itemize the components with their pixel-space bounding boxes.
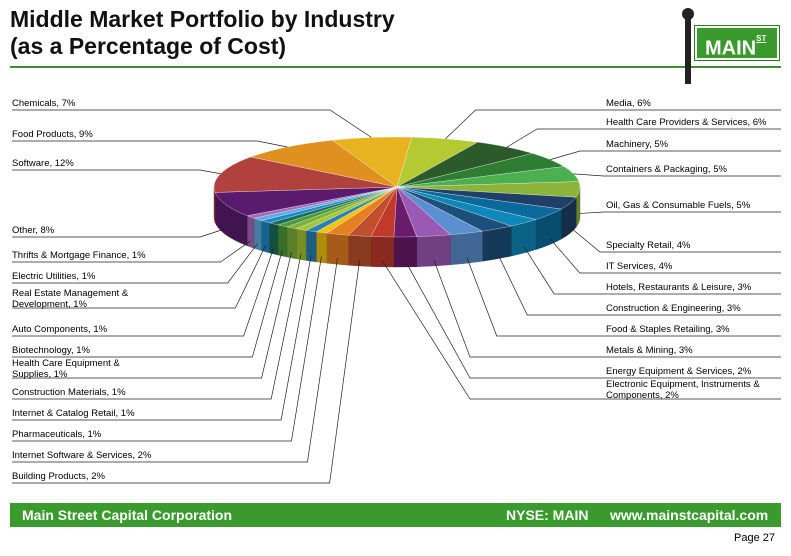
slice-label-4: Oil, Gas & Consumable Fuels, 5% — [606, 200, 751, 211]
leader-line-14 — [12, 258, 338, 463]
slice-label-8: Construction & Engineering, 3% — [606, 303, 741, 314]
slice-label-22: Electric Utilities, 1% — [12, 271, 96, 282]
slice-label-6: IT Services, 4% — [606, 261, 673, 272]
slice-label-20: Auto Components, 1% — [12, 324, 108, 335]
leader-line-24 — [12, 228, 226, 238]
slice-label-5: Specialty Retail, 4% — [606, 240, 691, 251]
title-line-1: Middle Market Portfolio by Industry — [10, 6, 395, 32]
slice-label-11: Energy Equipment & Services, 2% — [606, 366, 752, 377]
page-number: Page 27 — [734, 532, 775, 544]
leader-line-3 — [573, 173, 781, 177]
slice-label-1: Health Care Providers & Services, 6% — [606, 117, 767, 128]
pie-slice-24 — [214, 186, 398, 216]
leader-line-22 — [12, 243, 258, 284]
slice-label-line: Electronic Equipment, Instruments & — [606, 379, 760, 390]
pie-sides — [213, 186, 581, 268]
main-street-logo: MAINST — [678, 8, 783, 84]
sign-pole-cap — [682, 8, 694, 20]
industry-pie-chart: Media, 6% Health Care Providers & Service… — [12, 98, 781, 484]
leader-line-6 — [549, 238, 781, 274]
slice-label-27: Chemicals, 7% — [12, 98, 76, 109]
slice-label-18: Health Care Equipment & Supplies, 1% — [12, 358, 120, 380]
leader-line-10 — [433, 259, 781, 358]
title-line-2: (as a Percentage of Cost) — [10, 33, 287, 59]
leader-line-23 — [12, 240, 251, 263]
slice-label-0: Media, 6% — [606, 98, 651, 109]
slice-label-25: Software, 12% — [12, 158, 74, 169]
sign-pole — [685, 14, 691, 84]
pie-side-23 — [246, 215, 255, 249]
pie-labels: Media, 6% Health Care Providers & Service… — [12, 98, 781, 484]
pie-side-12 — [370, 236, 395, 268]
pie-side-22 — [253, 217, 262, 251]
leader-line-12 — [382, 260, 781, 400]
pie-side-20 — [269, 222, 279, 256]
leader-line-27 — [12, 109, 372, 138]
leader-line-18 — [12, 251, 292, 379]
pie-slice-25 — [213, 156, 398, 193]
pie-side-10 — [416, 234, 451, 267]
slice-label-14: Internet Software & Services, 2% — [12, 450, 152, 461]
slice-label-23: Thrifts & Mortgage Finance, 1% — [12, 250, 146, 261]
street-sign: MAINST — [695, 26, 779, 60]
leader-line-20 — [12, 247, 274, 337]
leader-line-26 — [12, 140, 288, 148]
slice-label-9: Food & Staples Retailing, 3% — [606, 324, 730, 335]
footer-company: Main Street Capital Corporation — [22, 507, 233, 523]
pie-side-11 — [393, 236, 418, 268]
pie-side-17 — [296, 228, 307, 261]
pie-side-21 — [261, 220, 270, 254]
pie-side-8 — [482, 225, 512, 262]
leader-line-17 — [12, 253, 302, 400]
leader-line-13 — [12, 259, 360, 484]
slice-label-12: Electronic Equipment, Instruments & Compo… — [606, 379, 760, 401]
pie-side-9 — [450, 230, 483, 266]
slice-label-line: Health Care Equipment & — [12, 358, 120, 369]
title-divider — [10, 66, 781, 68]
logo-text: MAIN — [705, 37, 757, 60]
pie-side-19 — [277, 224, 288, 258]
leader-line-19 — [12, 249, 283, 358]
slice-label-line: Supplies, 1% — [12, 369, 68, 380]
leader-line-1 — [506, 128, 781, 148]
slice-label-2: Machinery, 5% — [606, 139, 669, 150]
footer-ticker: NYSE: MAIN — [506, 507, 589, 523]
page-title: Middle Market Portfolio by Industry (as … — [10, 6, 395, 60]
slice-label-24: Other, 8% — [12, 225, 55, 236]
slice-label-line: Components, 2% — [606, 390, 679, 401]
leader-line-7 — [523, 246, 781, 295]
pie-side-14 — [326, 232, 349, 266]
pie-side-18 — [286, 226, 297, 259]
slice-label-15: Pharmaceuticals, 1% — [12, 429, 102, 440]
slice-label-13: Building Products, 2% — [12, 471, 105, 482]
leader-line-25 — [12, 169, 221, 175]
slice-label-7: Hotels, Restaurants & Leisure, 3% — [606, 282, 752, 293]
slice-label-10: Metals & Mining, 3% — [606, 345, 693, 356]
slice-label-3: Containers & Packaging, 5% — [606, 164, 727, 175]
slice-label-19: Biotechnology, 1% — [12, 345, 91, 356]
leader-line-11 — [405, 260, 781, 379]
footer-url[interactable]: www.mainstcapital.com — [610, 507, 769, 523]
leader-line-4 — [579, 211, 781, 214]
leader-line-21 — [12, 245, 266, 309]
slice-label-17: Construction Materials, 1% — [12, 387, 126, 398]
leader-line-9 — [466, 257, 781, 337]
leader-line-15 — [12, 256, 322, 442]
slice-label-26: Food Products, 9% — [12, 129, 93, 140]
slice-label-line: Real Estate Management & — [12, 288, 129, 299]
leader-line-16 — [12, 255, 312, 421]
slice-label-line: Development, 1% — [12, 299, 88, 310]
slice-label-16: Internet & Catalog Retail, 1% — [12, 408, 135, 419]
logo-sup: ST — [756, 34, 767, 43]
leader-line-0 — [445, 109, 781, 140]
pie-top — [213, 136, 581, 238]
pie-side-16 — [305, 230, 317, 263]
footer-bar: Main Street Capital Corporation NYSE: MA… — [10, 503, 781, 527]
leader-line-5 — [569, 226, 781, 253]
slice-label-21: Real Estate Management & Development, 1% — [12, 288, 129, 310]
leader-line-8 — [496, 252, 781, 316]
leader-line-2 — [550, 150, 781, 160]
